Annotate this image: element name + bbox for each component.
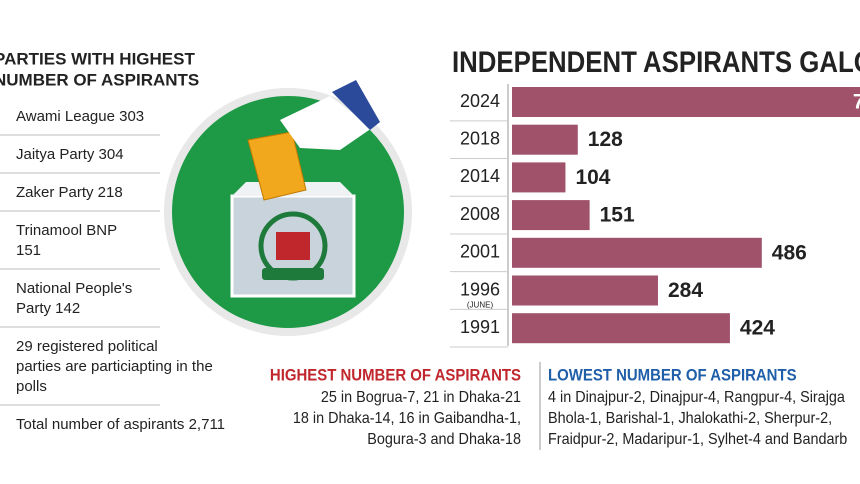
year-label: 1991 xyxy=(460,317,500,337)
value-label: 747 xyxy=(853,91,860,114)
value-label: 424 xyxy=(740,317,775,340)
panel-heading: NUMBER OF ASPIRANTS xyxy=(0,70,199,89)
bar xyxy=(512,237,762,268)
highest-line: 25 in Bogrua-7, 21 in Dhaka-21 xyxy=(321,389,521,407)
year-label: 2014 xyxy=(460,166,500,186)
value-label: 486 xyxy=(772,241,807,264)
year-label: 1996 xyxy=(460,279,500,299)
party-item: Jaitya Party 304 xyxy=(16,146,124,163)
lowest-line: Fraidpur-2, Madaripur-1, Sylhet-4 and Ba… xyxy=(548,431,847,449)
sleeve xyxy=(332,80,380,130)
bar xyxy=(512,124,578,155)
lowest-line: 4 in Dinajpur-2, Dinajpur-4, Rangpur-4, … xyxy=(548,389,845,407)
year-note: (JUNE) xyxy=(467,301,494,310)
value-label: 284 xyxy=(668,279,703,302)
value-label: 128 xyxy=(588,128,623,151)
year-label: 2024 xyxy=(460,91,500,111)
party-item: Party 142 xyxy=(16,300,80,317)
seal-ribbon xyxy=(262,268,324,280)
seal-box xyxy=(276,232,310,260)
year-label: 2008 xyxy=(460,204,500,224)
chart-title: INDEPENDENT ASPIRANTS GALORE xyxy=(452,45,860,78)
party-item: Trinamool BNP xyxy=(16,222,117,239)
value-label: 104 xyxy=(575,166,610,189)
ballot-paper xyxy=(247,131,307,201)
party-item: Zaker Party 218 xyxy=(16,184,123,201)
party-item: 151 xyxy=(16,242,41,259)
year-label: 2018 xyxy=(460,128,500,148)
party-item: Total number of aspirants 2,711 xyxy=(16,416,225,433)
bar xyxy=(512,162,566,193)
highest-title: HIGHEST NUMBER OF ASPIRANTS xyxy=(270,367,521,385)
bar xyxy=(512,200,590,231)
party-item: Awami League 303 xyxy=(16,108,144,125)
bar xyxy=(512,275,658,306)
bar xyxy=(512,87,860,117)
lowest-title: LOWEST NUMBER OF ASPIRANTS xyxy=(548,367,797,385)
emblem xyxy=(164,80,412,336)
party-item: parties are particiapting in the xyxy=(16,358,213,375)
party-item: polls xyxy=(16,378,47,395)
party-item: 29 registered political xyxy=(16,338,158,355)
bar xyxy=(512,313,730,344)
year-label: 2001 xyxy=(460,242,500,262)
party-item: National People's xyxy=(16,280,132,297)
value-label: 151 xyxy=(600,204,635,227)
highest-line: 18 in Dhaka-14, 16 in Gaibandha-1, xyxy=(293,410,521,428)
highest-line: Bogura-3 and Dhaka-18 xyxy=(367,431,521,449)
hand xyxy=(280,96,372,150)
lowest-line: Bhola-1, Barishal-1, Jhalokathi-2, Sherp… xyxy=(548,410,832,428)
panel-heading: PARTIES WITH HIGHEST xyxy=(0,49,195,68)
